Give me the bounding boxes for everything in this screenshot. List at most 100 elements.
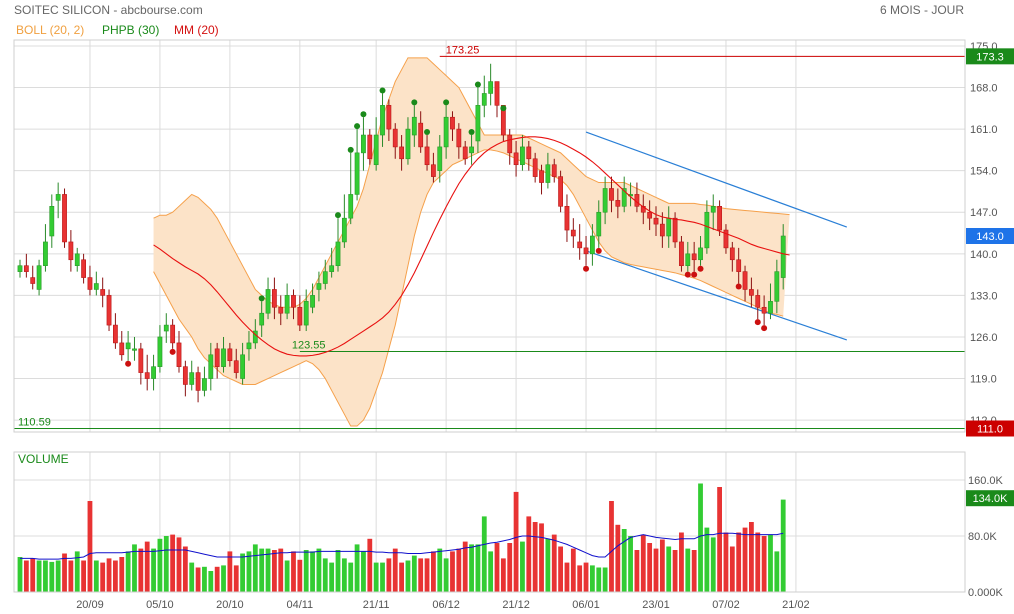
candle-body	[361, 134, 366, 154]
candle-body	[265, 289, 271, 314]
candle	[348, 152, 354, 225]
candle	[144, 354, 150, 391]
volume-bar	[761, 536, 767, 592]
candle	[233, 348, 239, 379]
volume-bar	[755, 532, 761, 592]
candle	[106, 289, 112, 332]
volume-bar	[208, 571, 214, 592]
candle-body	[430, 164, 436, 177]
volume-bar	[698, 483, 703, 592]
volume-bar	[634, 550, 640, 592]
volume-bars	[17, 483, 786, 592]
candle	[30, 265, 36, 290]
level-label: 110.59	[18, 416, 51, 428]
time-tick-label: 20/09	[76, 599, 104, 611]
volume-ma-line	[20, 532, 784, 560]
last-price-label: 143.0	[976, 231, 1004, 243]
candle	[322, 259, 328, 290]
time-tick-label: 06/01	[572, 599, 600, 611]
level-badge-label: 111.0	[977, 423, 1003, 435]
candle	[93, 271, 99, 296]
chart-period: 6 MOIS - JOUR	[880, 3, 964, 17]
candle	[469, 135, 474, 165]
volume-bar	[278, 548, 284, 592]
volume-bar	[138, 548, 144, 592]
candle-body	[621, 188, 627, 207]
candle	[68, 230, 74, 272]
candle	[297, 295, 303, 332]
candle	[729, 241, 735, 272]
volume-bar	[577, 565, 583, 592]
volume-bar	[500, 558, 506, 592]
volume-bar	[214, 566, 220, 592]
volume-bar	[43, 560, 48, 592]
candle	[672, 212, 678, 248]
candles	[17, 63, 786, 403]
volume-bar	[259, 548, 265, 592]
channel-upper	[585, 131, 848, 228]
candle-body	[456, 128, 462, 148]
phpb-down-marker	[595, 247, 602, 254]
candle-body	[672, 217, 678, 243]
candle-body	[170, 324, 176, 344]
candle-body	[151, 366, 156, 379]
candle-body	[405, 128, 411, 160]
candle	[335, 218, 341, 272]
volume-bar	[392, 548, 398, 592]
candle	[596, 200, 602, 248]
candle-body	[570, 229, 576, 237]
candle-body	[698, 247, 703, 261]
candle-body	[278, 306, 284, 314]
candle-body	[74, 253, 80, 266]
phpb-up-marker	[500, 105, 507, 112]
volume-bar	[399, 562, 404, 592]
candle-body	[717, 206, 722, 231]
candle	[278, 295, 284, 326]
candle-body	[691, 253, 697, 261]
volume-bar	[507, 543, 513, 592]
volume-bar	[380, 562, 385, 592]
volume-bar	[74, 551, 80, 592]
candle	[755, 289, 761, 320]
candle-body	[761, 306, 767, 314]
candle-body	[450, 116, 455, 130]
candle	[399, 135, 404, 171]
volume-bar	[297, 559, 303, 592]
volume-bar	[348, 562, 354, 592]
candle-body	[259, 312, 265, 326]
volume-badge-label: 134.0K	[973, 493, 1009, 505]
candle-body	[526, 146, 532, 160]
candle-body	[545, 164, 551, 183]
candle	[62, 188, 67, 248]
volume-bar	[418, 558, 424, 592]
volume-bar	[621, 529, 627, 592]
candle	[202, 366, 207, 397]
candle	[361, 117, 366, 171]
candle-body	[316, 283, 322, 290]
volume-bar	[316, 548, 322, 592]
volume-bar	[602, 567, 608, 592]
candle	[284, 283, 290, 320]
candle-body	[520, 146, 525, 166]
candle-body	[532, 158, 538, 177]
level-lines: 173.25 123.55 110.59	[14, 44, 965, 429]
candle-body	[481, 93, 487, 106]
volume-bar	[532, 522, 538, 592]
volume-bar	[322, 558, 328, 592]
candle	[132, 336, 137, 361]
candle	[303, 289, 309, 332]
candle-body	[335, 241, 341, 266]
candle	[621, 176, 627, 213]
volume-bar	[494, 543, 500, 592]
volume-bar	[93, 560, 99, 592]
phpb-up-marker	[474, 81, 481, 88]
volume-bar	[742, 527, 748, 592]
time-tick-label: 20/10	[216, 599, 244, 611]
price-tick-label: 168.0	[970, 83, 998, 95]
volume-bar	[182, 546, 188, 592]
candle-body	[144, 372, 150, 379]
price-tick-label: 147.0	[970, 207, 998, 219]
volume-bar	[163, 536, 169, 592]
candle-body	[704, 211, 710, 249]
candle-body	[157, 336, 163, 367]
